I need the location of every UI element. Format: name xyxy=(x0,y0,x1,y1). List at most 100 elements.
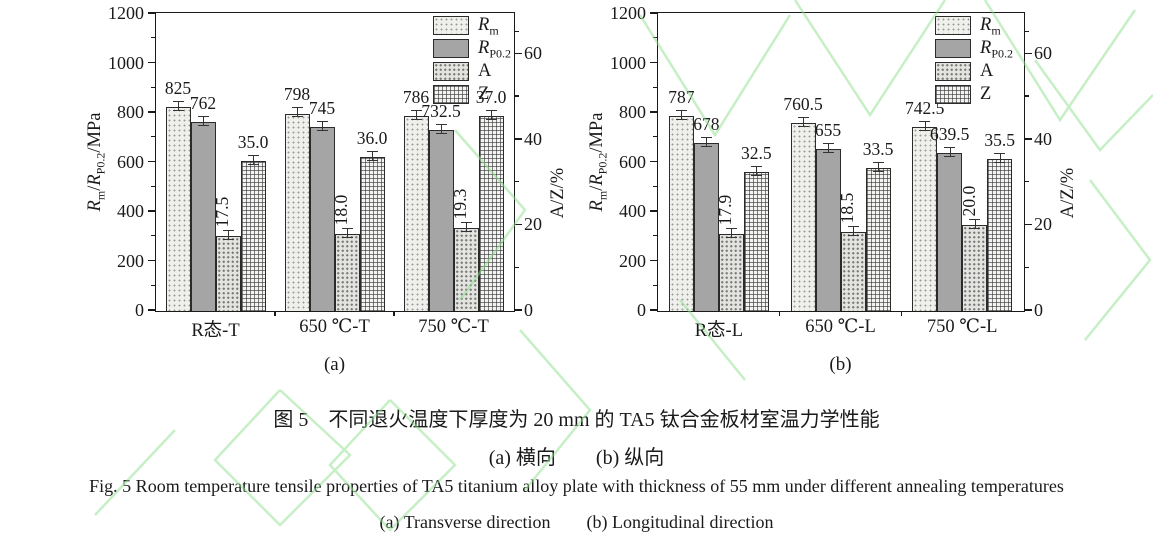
left-tick-label: 800 xyxy=(117,102,144,122)
left-tick-label: 0 xyxy=(637,300,646,320)
error-bar-RP0.2-3 xyxy=(944,146,956,157)
left-minor-tick xyxy=(150,136,155,138)
bar-Rm-1 xyxy=(165,106,191,311)
error-bar-Z-1 xyxy=(750,165,762,176)
left-tick-label: 0 xyxy=(135,300,144,320)
left-major-tick xyxy=(147,309,155,311)
error-bar-A-1 xyxy=(725,228,737,239)
error-bar-RP0.2-2 xyxy=(822,142,834,153)
legend-swatch-A xyxy=(935,62,971,81)
left-minor-tick xyxy=(652,185,657,187)
error-bar-Rm-2 xyxy=(291,107,303,118)
bar-RP0.2-1 xyxy=(693,143,719,311)
bar-A-3 xyxy=(453,228,479,311)
error-bar-A-2 xyxy=(341,227,353,238)
error-bar-Z-3 xyxy=(994,153,1006,164)
right-minor-tick xyxy=(514,95,519,97)
right-major-tick xyxy=(1024,223,1032,226)
chart-a-plot: 0 200 400 600 800 1000 1200 0 20 40 60 Rm/RP0.2/MPa… xyxy=(85,3,568,375)
legend-swatch-Rm xyxy=(935,16,971,35)
left-minor-tick xyxy=(150,235,155,237)
right-tick-label: 0 xyxy=(524,300,533,320)
legend-swatch-A xyxy=(433,62,469,81)
left-major-tick xyxy=(649,12,657,14)
caption-zh-sub: (a) 横向 (b) 纵向 xyxy=(488,447,665,469)
left-major-tick xyxy=(147,210,155,212)
right-axis-title: A/Z/% xyxy=(548,167,568,219)
right-axis-title: A/Z/% xyxy=(1058,167,1078,219)
left-tick-label: 600 xyxy=(117,151,144,172)
right-minor-tick xyxy=(514,31,519,33)
error-bar-A-3 xyxy=(969,219,981,230)
right-tick-label: 40 xyxy=(524,128,542,149)
category-label-3: 750 ℃-L xyxy=(926,317,998,337)
right-tick-label: 60 xyxy=(1034,43,1052,64)
bar-Rm-3 xyxy=(403,116,429,311)
category-label-3: 750 ℃-T xyxy=(418,317,489,337)
bar-RP0.2-2 xyxy=(309,126,335,311)
left-major-tick xyxy=(649,259,657,262)
bottom-boundary-tick xyxy=(393,311,395,316)
left-tick-label: 1200 xyxy=(610,3,646,23)
left-tick-label: 1000 xyxy=(610,52,646,73)
error-bar-Z-3 xyxy=(485,110,497,121)
right-major-tick xyxy=(514,138,522,140)
legend-label-RP0.2: RP0.2 xyxy=(478,38,511,61)
bar-Z-2 xyxy=(865,167,891,311)
legend-label-Rm: Rm xyxy=(980,15,1001,38)
value-label-Z-3: 37.0 xyxy=(475,87,507,108)
error-bar-Z-1 xyxy=(247,155,259,166)
left-major-tick xyxy=(147,259,155,262)
legend-label-Z: Z xyxy=(478,84,490,104)
category-label-2: 650 ℃-T xyxy=(299,317,370,337)
left-minor-tick xyxy=(652,235,657,237)
bar-Z-1 xyxy=(743,171,769,311)
value-label-A-3: 20.0 xyxy=(958,186,979,217)
right-minor-tick xyxy=(514,266,519,268)
bottom-boundary-tick xyxy=(900,311,903,316)
left-tick-label: 1200 xyxy=(108,3,144,23)
bar-Z-1 xyxy=(240,161,266,311)
chart-b-plot: 0 200 400 600 800 1000 1200 0 20 40 60 Rm/RP0.2/MPa… xyxy=(587,3,1078,375)
bar-RP0.2-1 xyxy=(190,122,216,311)
value-label-Z-1: 35.0 xyxy=(237,132,269,153)
left-axis-title: Rm/RP0.2/MPa xyxy=(85,112,108,211)
bar-A-3 xyxy=(962,225,988,311)
bar-RP0.2-3 xyxy=(428,129,454,311)
left-minor-tick xyxy=(150,284,155,286)
value-label-A-2: 18.0 xyxy=(331,194,351,226)
legend-swatch-RP0.2 xyxy=(935,39,971,58)
error-bar-RP0.2-2 xyxy=(316,120,328,131)
error-bar-Rm-1 xyxy=(172,100,184,111)
left-minor-tick xyxy=(150,37,155,39)
value-label-Z-3: 35.5 xyxy=(984,130,1015,151)
caption-zh-title: 图 5 不同退火温度下厚度为 20 mm 的 TA5 钛合金板材室温力学性能 xyxy=(273,409,880,431)
error-bar-Z-2 xyxy=(872,161,884,172)
right-tick-label: 0 xyxy=(1034,300,1043,320)
left-major-tick xyxy=(147,12,155,14)
error-bar-A-1 xyxy=(222,230,234,241)
error-bar-Z-2 xyxy=(366,150,378,161)
value-label-RP0.2-2: 745 xyxy=(308,97,336,118)
left-minor-tick xyxy=(652,136,657,138)
left-axis-title: Rm/RP0.2/MPa xyxy=(587,112,610,211)
value-label-RP0.2-1: 762 xyxy=(189,93,217,114)
left-minor-tick xyxy=(652,37,657,39)
error-bar-Rm-3 xyxy=(919,121,931,132)
error-bar-RP0.2-3 xyxy=(435,123,447,134)
left-tick-label: 200 xyxy=(619,250,646,271)
right-tick-label: 20 xyxy=(524,214,542,235)
panel-label: (b) xyxy=(829,354,852,375)
legend-label-A: A xyxy=(980,61,994,81)
bar-Rm-2 xyxy=(790,122,816,311)
left-major-tick xyxy=(649,111,657,113)
category-label-1: R态-T xyxy=(191,321,240,341)
bar-Z-2 xyxy=(359,156,385,311)
right-major-tick xyxy=(1024,52,1032,54)
bar-Z-3 xyxy=(478,116,504,311)
bottom-boundary-tick xyxy=(778,311,781,316)
left-tick-label: 200 xyxy=(117,250,144,271)
value-label-RP0.2-1: 678 xyxy=(693,114,720,135)
panel-label: (a) xyxy=(323,354,346,375)
value-label-Z-2: 33.5 xyxy=(862,138,894,159)
